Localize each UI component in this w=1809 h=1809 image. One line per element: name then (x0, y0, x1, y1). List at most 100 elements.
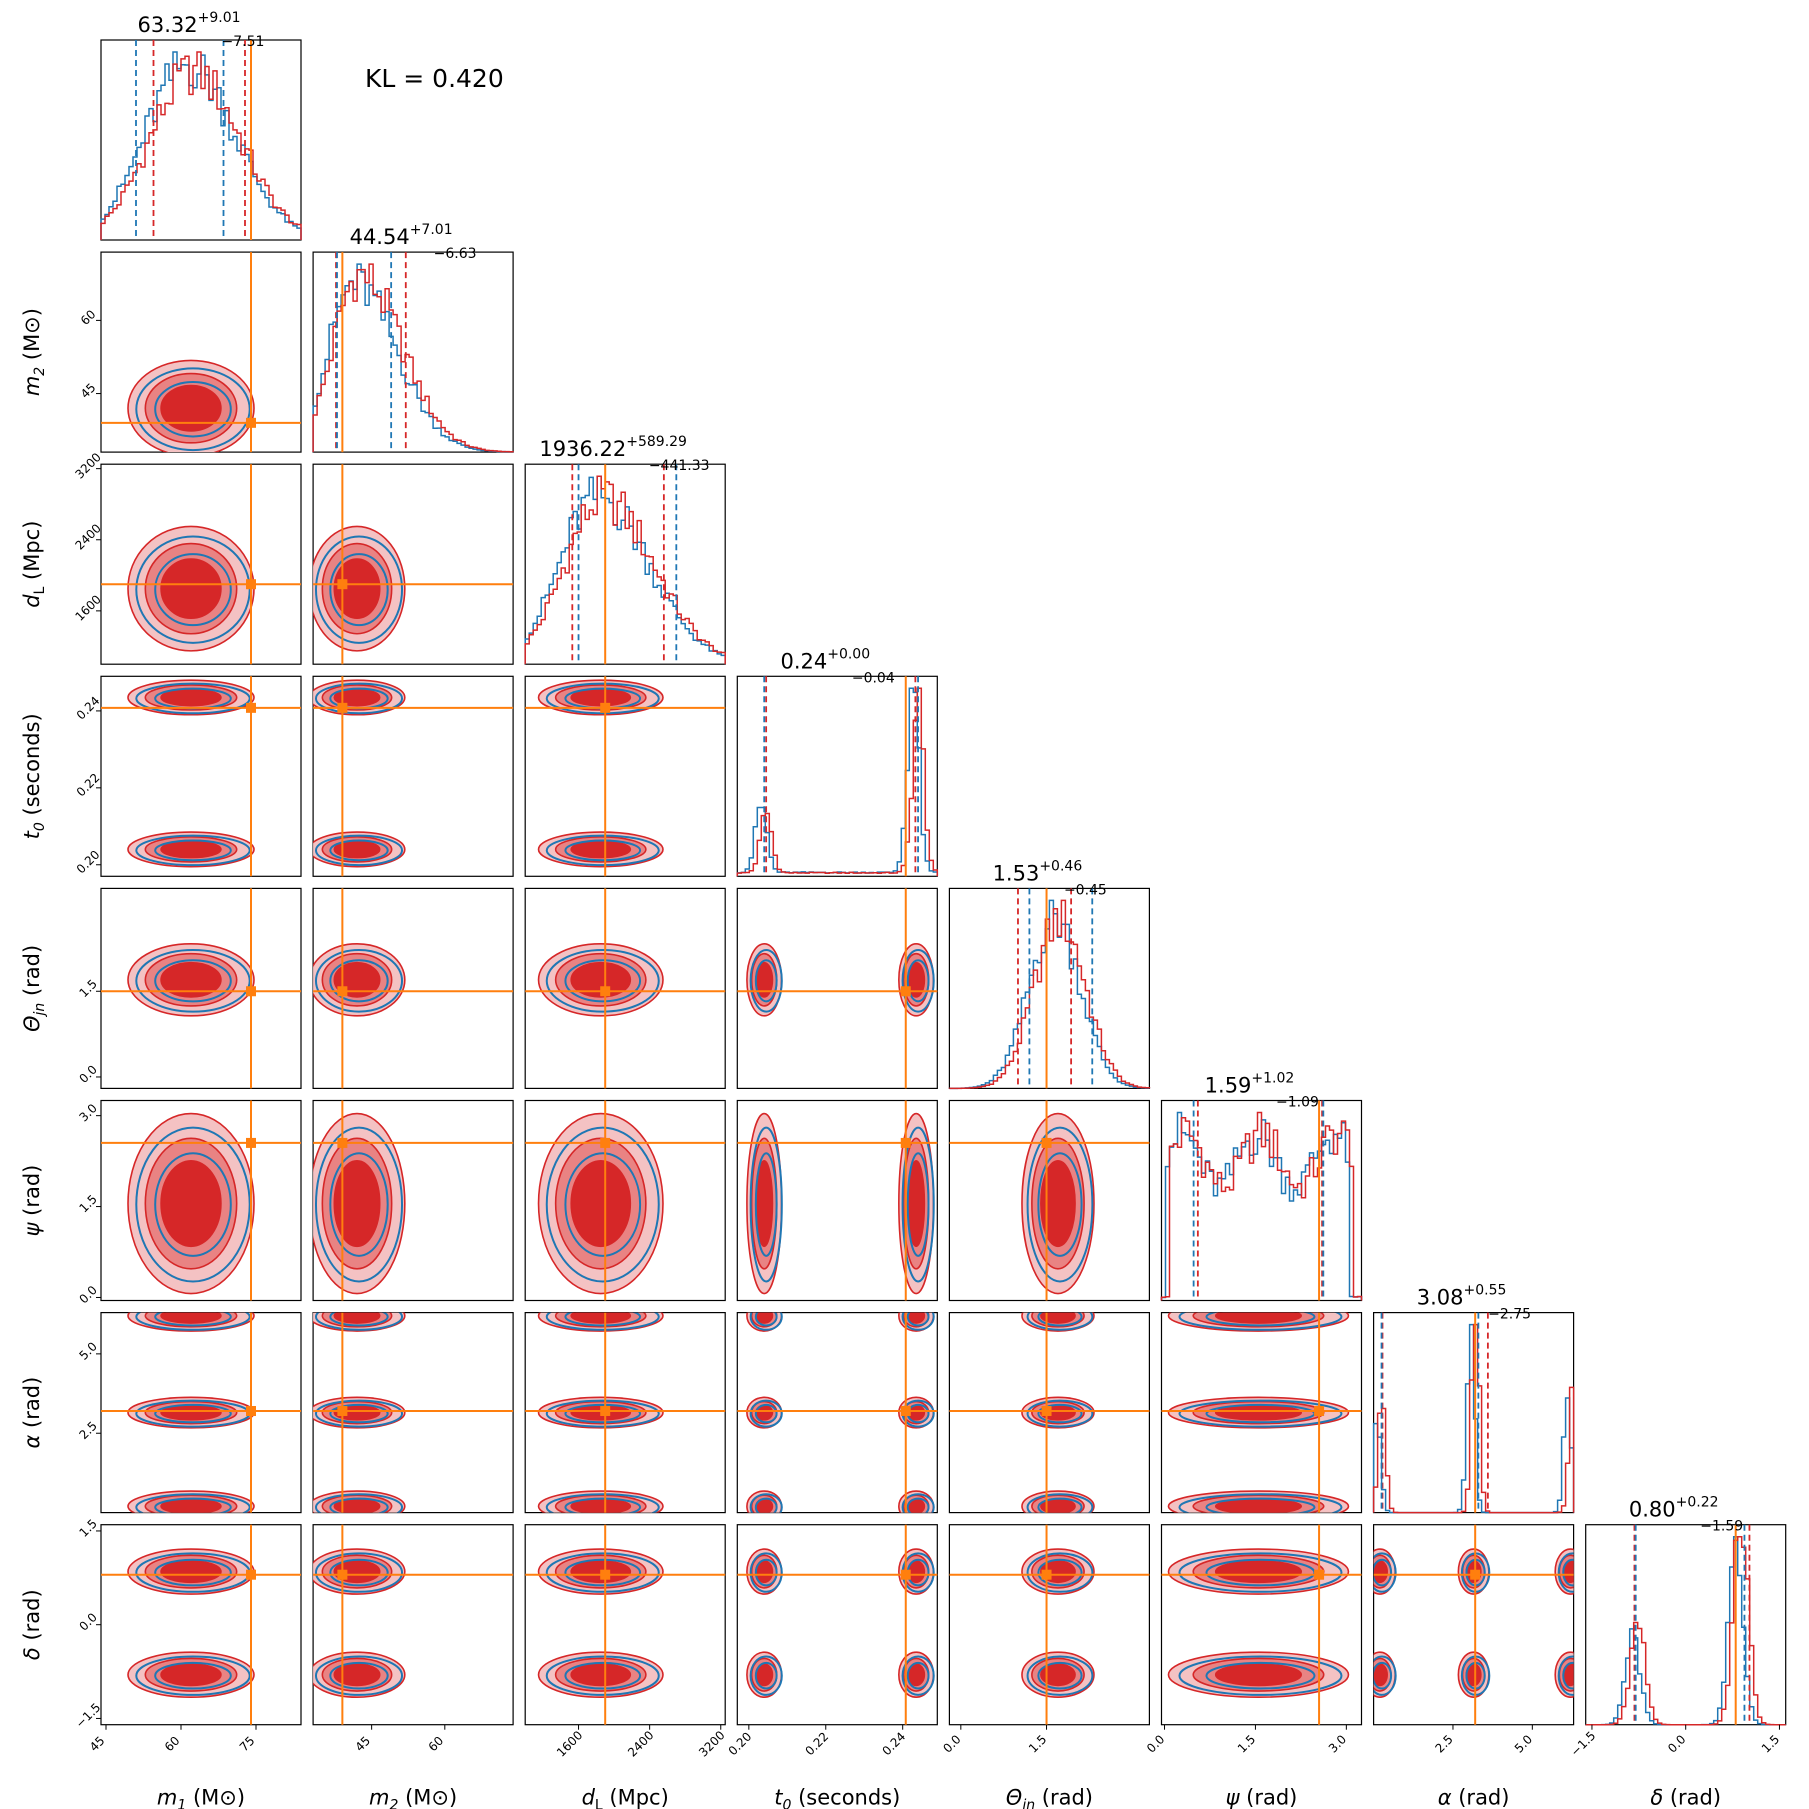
xtick-t0: 0.24 (879, 1729, 908, 1758)
contours-psi-vs-m2 (313, 1100, 514, 1301)
truth-marker (900, 1137, 911, 1148)
histogram-dl-red (524, 475, 726, 665)
xtick-alpha: 2.5 (1432, 1732, 1455, 1755)
ytick-alpha: 2.5 (76, 1419, 99, 1442)
xtick-t0: 0.20 (726, 1729, 755, 1758)
truth-marker (337, 579, 348, 590)
contours-t0-vs-dl (525, 676, 726, 877)
xtick-delta: 1.5 (1759, 1732, 1782, 1755)
contours-delta-vs-m1 (101, 1524, 301, 1725)
truth-marker (246, 986, 256, 997)
ylabel-delta: δ (rad) (20, 1589, 44, 1660)
xlabel-theta: Θjn (rad) (1006, 1786, 1093, 1809)
xtick-delta: −1.5 (1568, 1729, 1599, 1760)
contours-alpha-vs-m1 (101, 1312, 301, 1513)
ytick-t0: 0.20 (74, 848, 103, 877)
ytick-delta: −1.5 (73, 1700, 104, 1731)
ylabel-theta: Θjn (rad) (20, 945, 48, 1032)
xlabel-psi: ψ (rad) (1226, 1786, 1298, 1809)
contours-theta-vs-dl (525, 888, 726, 1089)
truth-marker (337, 986, 348, 997)
contours-delta-vs-psi (1161, 1524, 1362, 1725)
truth-marker (337, 1569, 348, 1580)
contours-delta-vs-dl (525, 1524, 726, 1725)
truth-marker (600, 1406, 611, 1417)
contours-alpha-vs-dl (525, 1312, 726, 1513)
truth-marker (600, 1569, 611, 1580)
xtick-m1: 60 (162, 1734, 183, 1755)
xtick-theta: 1.5 (1026, 1732, 1049, 1755)
contours-theta-vs-t0 (737, 888, 938, 1089)
marginal-title-alpha: 3.08+0.55 (1417, 1283, 1507, 1310)
ytick-psi: 1.5 (76, 1192, 99, 1215)
histogram-psi-red (1160, 1111, 1363, 1301)
ytick-delta: 0.0 (76, 1610, 99, 1633)
contours-psi-vs-theta (949, 1100, 1150, 1301)
marginal-minus-m2: −6.63 (434, 246, 477, 262)
ylabel-dl: dL (Mpc) (20, 521, 48, 608)
contours-delta-vs-t0 (737, 1524, 938, 1725)
contours-delta-vs-alpha (1373, 1524, 1574, 1725)
marginal-minus-t0: −0.04 (852, 670, 895, 686)
xtick-dl: 1600 (554, 1728, 585, 1759)
xtick-alpha: 5.0 (1512, 1732, 1535, 1755)
truth-marker (1041, 1137, 1052, 1148)
marginal-title-m2: 44.54+7.01 (350, 222, 453, 249)
xlabel-t0: t0 (seconds) (774, 1786, 900, 1809)
truth-marker (246, 702, 256, 713)
xtick-t0: 0.22 (803, 1729, 832, 1758)
histogram-theta-blue (948, 899, 1151, 1090)
marginal-minus-dl: −441.33 (649, 458, 710, 474)
truth-marker (900, 1569, 911, 1580)
xtick-m2: 60 (426, 1734, 447, 1755)
marginal-title-t0: 0.24+0.00 (780, 646, 870, 673)
xtick-dl: 3200 (696, 1728, 727, 1759)
truth-marker (337, 1406, 348, 1417)
xtick-m1: 75 (237, 1734, 258, 1755)
contours-theta-vs-m1 (101, 888, 301, 1089)
ytick-dl: 3200 (72, 450, 103, 481)
truth-marker (1041, 1406, 1052, 1417)
contours-dl-vs-m1 (101, 464, 301, 665)
xtick-m2: 45 (352, 1734, 373, 1755)
truth-marker (246, 1569, 256, 1580)
ytick-m2: 60 (78, 307, 99, 328)
histogram-alpha-red (1372, 1323, 1575, 1514)
histogram-theta-red (948, 899, 1151, 1090)
truth-marker (600, 702, 611, 713)
ytick-t0: 0.24 (74, 694, 103, 723)
contours-psi-vs-dl (525, 1100, 726, 1301)
panel-delta-delta (1585, 1524, 1787, 1726)
contours-dl-vs-m2 (313, 464, 514, 665)
histogram-m2-red (312, 263, 514, 453)
truth-marker (1314, 1406, 1325, 1417)
contours-t0-vs-m1 (101, 676, 301, 877)
xlabel-delta: δ (rad) (1650, 1786, 1721, 1809)
marginal-minus-alpha: −2.75 (1488, 1307, 1531, 1323)
truth-marker (1314, 1569, 1325, 1580)
panel-t0-t0 (736, 675, 938, 877)
contours-theta-vs-m2 (313, 888, 514, 1089)
truth-marker (1041, 1569, 1052, 1580)
truth-marker (246, 1137, 256, 1148)
kl-divergence-label: KL = 0.420 (365, 64, 504, 93)
truth-marker (900, 986, 911, 997)
marginal-minus-psi: −1.09 (1276, 1095, 1319, 1111)
contours-delta-vs-theta (949, 1524, 1150, 1725)
ylabel-m2: m2 (M⊙) (20, 308, 48, 396)
histogram-m1-red (100, 51, 302, 240)
ytick-theta: 1.5 (76, 977, 99, 1000)
ytick-theta: 0.0 (76, 1062, 99, 1085)
xtick-psi: 1.5 (1235, 1732, 1258, 1755)
xtick-dl: 2400 (625, 1728, 656, 1759)
ytick-t0: 0.22 (74, 771, 103, 800)
marginal-title-psi: 1.59+1.02 (1205, 1071, 1295, 1098)
contours-t0-vs-m2 (313, 676, 514, 877)
truth-marker (600, 986, 611, 997)
xlabel-alpha: α (rad) (1438, 1786, 1510, 1809)
marginal-title-m1: 63.32+9.01 (137, 10, 240, 37)
truth-marker (600, 1137, 611, 1148)
xtick-psi: 0.0 (1144, 1732, 1167, 1755)
truth-marker (246, 1406, 256, 1417)
